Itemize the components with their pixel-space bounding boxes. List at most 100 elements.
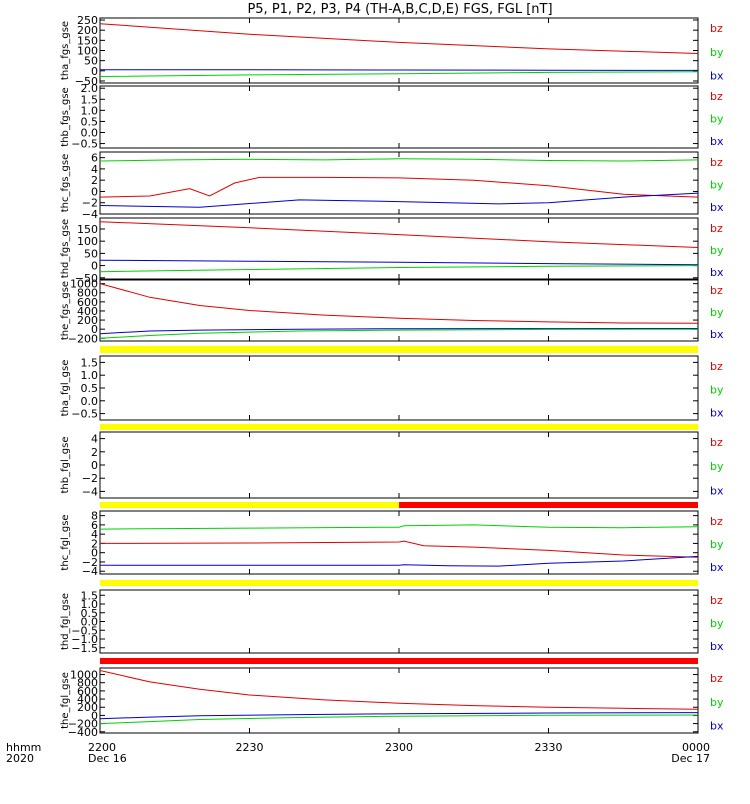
x-axis-year-label: 2020 <box>6 752 34 765</box>
series-bz-line <box>100 221 698 248</box>
y-tick-label: −200 <box>68 332 98 345</box>
panel-frame <box>99 589 699 654</box>
series-bz-line <box>100 176 698 198</box>
legend-bz: bz <box>710 156 723 169</box>
y-axis-label: thc_fgl_gse <box>60 514 71 570</box>
series-bz-line <box>100 540 698 558</box>
status-bar-4 <box>100 580 698 586</box>
y-axis-label: thb_fgs_gse <box>60 87 71 146</box>
legend-bz: bz <box>710 672 723 685</box>
y-axis-label: the_fgs_gse <box>60 281 71 340</box>
series-bz-line <box>100 283 698 324</box>
x-tick-label: 2300 <box>385 741 413 754</box>
y-tick-label: −1.5 <box>71 642 98 655</box>
series-bx-line <box>100 555 698 567</box>
y-tick-label: 150 <box>77 34 98 47</box>
status-segment <box>100 658 698 664</box>
y-tick-label: 1.5 <box>81 93 99 106</box>
y-tick-label: −50 <box>75 272 98 285</box>
y-tick-label: 400 <box>77 305 98 318</box>
y-tick-label: 0.0 <box>81 395 99 408</box>
y-axis-label: thb_fgl_gse <box>60 437 71 494</box>
x-tick-sublabel: Dec 17 <box>671 752 710 765</box>
plot-title: P5, P1, P2, P3, P4 (TH-A,B,C,D,E) FGS, F… <box>247 2 552 17</box>
y-tick-label: 1.0 <box>81 369 99 382</box>
y-tick-label: 600 <box>77 685 98 698</box>
legend-bz: bz <box>710 515 723 528</box>
legend-bx: bx <box>710 640 724 653</box>
y-tick-label: 1.5 <box>81 356 99 369</box>
y-tick-label: 4 <box>91 433 98 446</box>
legend-bz: bz <box>710 22 723 35</box>
y-tick-label: 200 <box>77 701 98 714</box>
y-tick-label: −2 <box>82 197 98 210</box>
status-segment <box>100 346 698 353</box>
y-tick-label: 1000 <box>70 278 98 291</box>
panel-frame <box>99 431 699 499</box>
legend-by: by <box>710 113 724 126</box>
y-tick-label: 0 <box>91 185 98 198</box>
y-tick-label: 150 <box>77 223 98 236</box>
y-tick-label: 0 <box>91 65 98 78</box>
y-tick-label: 6 <box>91 152 98 165</box>
y-tick-label: 100 <box>77 45 98 58</box>
series-bx-line <box>100 192 698 208</box>
legend-bx: bx <box>710 328 724 341</box>
status-segment <box>399 502 698 508</box>
status-segment <box>100 580 698 586</box>
status-segment <box>100 502 399 508</box>
legend-bz: bz <box>710 90 723 103</box>
y-tick-label: 2 <box>91 537 98 550</box>
y-tick-label: −50 <box>75 75 98 88</box>
series-bx-line <box>100 259 698 266</box>
y-tick-label: 0.5 <box>81 115 99 128</box>
status-bars-group <box>100 346 698 664</box>
y-tick-label: −2 <box>82 472 98 485</box>
y-tick-label: 1000 <box>70 669 98 682</box>
y-axis-label: tha_fgl_gse <box>60 360 71 417</box>
legend-by: by <box>710 179 724 192</box>
x-tick-label: 2230 <box>236 741 264 754</box>
x-tick-label: 2200 <box>88 741 116 754</box>
y-tick-label: 0 <box>91 260 98 273</box>
series-by-line <box>100 158 698 162</box>
y-tick-label: 200 <box>77 314 98 327</box>
y-tick-label: 1.0 <box>81 104 99 117</box>
y-tick-label: 0 <box>91 547 98 560</box>
y-tick-label: 50 <box>84 247 98 260</box>
legend-by: by <box>710 46 724 59</box>
y-tick-label: −4 <box>82 565 98 578</box>
panel-frame <box>99 279 699 342</box>
legend-by: by <box>710 306 724 319</box>
y-tick-label: 0.0 <box>81 616 99 629</box>
y-tick-label: 600 <box>77 296 98 309</box>
legend-by: by <box>710 538 724 551</box>
y-tick-label: 0.5 <box>81 382 99 395</box>
legend-bx: bx <box>710 135 724 148</box>
legend-bx: bx <box>710 561 724 574</box>
legend-bx: bx <box>710 266 724 279</box>
legend-by: by <box>710 617 724 630</box>
y-tick-label: 8 <box>91 510 98 523</box>
y-tick-label: −2 <box>82 556 98 569</box>
y-tick-label: 400 <box>77 693 98 706</box>
legend-bx: bx <box>710 407 724 420</box>
y-tick-label: 2 <box>91 446 98 459</box>
x-tick-sublabel: Dec 16 <box>88 752 127 765</box>
series-by-line <box>100 328 698 339</box>
legend-bz: bz <box>710 594 723 607</box>
panel-frame <box>99 85 699 149</box>
series-bz-line <box>100 23 698 54</box>
y-axis-label: tha_fgs_gse <box>60 21 71 80</box>
y-tick-label: −4 <box>82 208 98 221</box>
y-tick-label: 4 <box>91 163 98 176</box>
y-tick-label: −0.5 <box>71 408 98 421</box>
legend-bx: bx <box>710 201 724 214</box>
y-tick-label: 800 <box>77 287 98 300</box>
